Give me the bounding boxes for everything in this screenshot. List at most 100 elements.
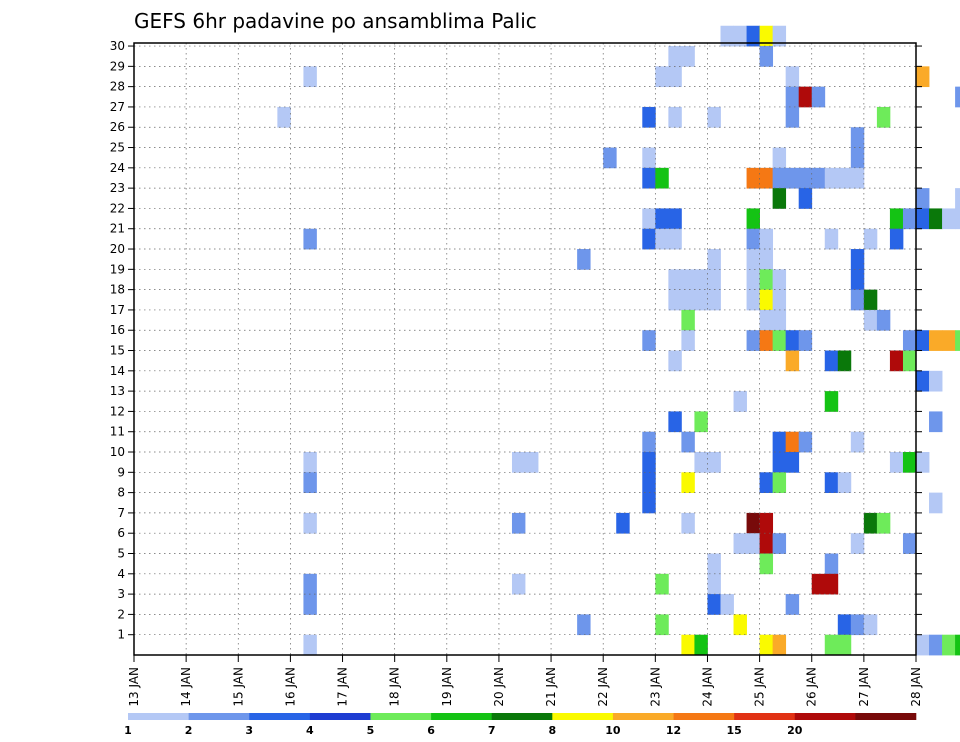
precip-cell bbox=[850, 147, 865, 169]
colorbar-label: 1 bbox=[124, 724, 132, 737]
y-tick-label: 26 bbox=[110, 120, 125, 134]
colorbar-label: 10 bbox=[605, 724, 621, 737]
precip-cell bbox=[746, 249, 760, 270]
precip-cell bbox=[759, 553, 774, 575]
precip-cell bbox=[772, 634, 787, 656]
x-tick-label: 17 JAN bbox=[336, 667, 350, 707]
precip-cell bbox=[694, 269, 708, 291]
precip-cell bbox=[303, 472, 317, 494]
precip-cell bbox=[616, 512, 630, 534]
precip-cell bbox=[642, 452, 656, 473]
precip-cell bbox=[929, 208, 943, 230]
precip-cell bbox=[746, 25, 760, 47]
precip-cell bbox=[668, 66, 682, 88]
precip-cell bbox=[863, 289, 878, 311]
colorbar-label: 12 bbox=[666, 724, 681, 737]
precip-cell bbox=[902, 533, 917, 554]
precip-cell bbox=[772, 309, 787, 331]
precip-cell bbox=[707, 573, 721, 595]
colorbar-swatch bbox=[309, 713, 371, 720]
y-tick-label: 18 bbox=[110, 283, 125, 297]
precip-cell bbox=[277, 106, 291, 128]
precip-cell bbox=[707, 106, 721, 128]
precip-cell bbox=[655, 167, 669, 189]
precip-cell bbox=[668, 269, 682, 291]
y-tick-label: 4 bbox=[117, 567, 125, 581]
colorbar-swatch bbox=[249, 713, 311, 720]
precip-cell bbox=[759, 330, 774, 351]
precip-cell bbox=[668, 228, 682, 250]
y-tick-label: 15 bbox=[110, 344, 125, 358]
precip-cell bbox=[759, 634, 774, 656]
colorbar-swatch bbox=[128, 713, 189, 720]
colorbar-label: 6 bbox=[427, 724, 435, 737]
precip-cell bbox=[681, 512, 695, 534]
precip-cell bbox=[694, 411, 708, 433]
precip-cell bbox=[942, 208, 956, 230]
y-tick-label: 10 bbox=[110, 445, 125, 459]
precip-cell bbox=[694, 634, 708, 656]
precip-cell bbox=[916, 188, 930, 209]
precip-cell bbox=[916, 208, 930, 230]
colorbar-swatch bbox=[188, 713, 250, 720]
x-tick-label: 25 JAN bbox=[753, 667, 767, 707]
precip-cell bbox=[642, 167, 656, 189]
precip-cell bbox=[759, 46, 774, 67]
precip-cell bbox=[942, 330, 956, 351]
precip-cell bbox=[876, 106, 891, 128]
precip-cell bbox=[746, 289, 760, 311]
x-tick-label: 27 JAN bbox=[857, 667, 871, 707]
precip-cell bbox=[850, 533, 865, 554]
precip-cell bbox=[681, 431, 695, 453]
precip-cell bbox=[916, 370, 930, 392]
colorbar-swatch bbox=[431, 713, 492, 720]
y-tick-label: 25 bbox=[110, 141, 125, 155]
precip-cell bbox=[746, 228, 760, 250]
precip-cell bbox=[772, 431, 787, 453]
precip-cell bbox=[850, 289, 865, 311]
precip-cell bbox=[785, 330, 800, 351]
precip-cell bbox=[889, 208, 904, 230]
precip-cell bbox=[824, 573, 839, 595]
precip-cell bbox=[824, 391, 839, 412]
precip-cell bbox=[707, 553, 721, 575]
precip-cell bbox=[902, 350, 917, 372]
precip-cell bbox=[668, 46, 682, 67]
y-tick-label: 20 bbox=[110, 242, 125, 256]
precip-cell bbox=[824, 167, 839, 189]
precip-cell bbox=[772, 330, 787, 351]
precip-cell bbox=[955, 188, 960, 209]
precip-cell bbox=[746, 512, 760, 534]
precip-cell bbox=[798, 86, 813, 108]
chart-title: GEFS 6hr padavine po ansamblima Palic bbox=[134, 9, 537, 33]
precip-cell bbox=[303, 512, 317, 534]
plot-frame bbox=[133, 42, 917, 656]
precip-cell bbox=[785, 431, 800, 453]
x-tick-label: 22 JAN bbox=[596, 667, 610, 707]
precip-cell bbox=[733, 533, 747, 554]
colorbar-swatch bbox=[855, 713, 917, 720]
precip-cell bbox=[916, 330, 930, 351]
precip-cell bbox=[303, 66, 317, 88]
precip-cell bbox=[642, 147, 656, 169]
colorbar-label: 8 bbox=[548, 724, 556, 737]
precip-cell bbox=[837, 167, 852, 189]
y-tick-label: 7 bbox=[117, 506, 125, 520]
precip-cell bbox=[746, 330, 760, 351]
precip-cell bbox=[525, 452, 539, 473]
precip-cell bbox=[759, 269, 774, 291]
y-tick-label: 13 bbox=[110, 384, 125, 398]
y-tick-label: 23 bbox=[110, 181, 125, 195]
precip-cell bbox=[772, 533, 787, 554]
precip-cell bbox=[850, 431, 865, 453]
precip-cell bbox=[642, 330, 656, 351]
precip-cell bbox=[902, 452, 917, 473]
x-tick-label: 20 JAN bbox=[492, 667, 506, 707]
y-tick-label: 29 bbox=[110, 59, 125, 73]
precip-cell bbox=[655, 66, 669, 88]
precip-cell bbox=[876, 309, 891, 331]
precip-cell bbox=[772, 452, 787, 473]
precip-cell bbox=[785, 106, 800, 128]
precip-cell bbox=[850, 127, 865, 148]
precip-cell bbox=[642, 472, 656, 494]
